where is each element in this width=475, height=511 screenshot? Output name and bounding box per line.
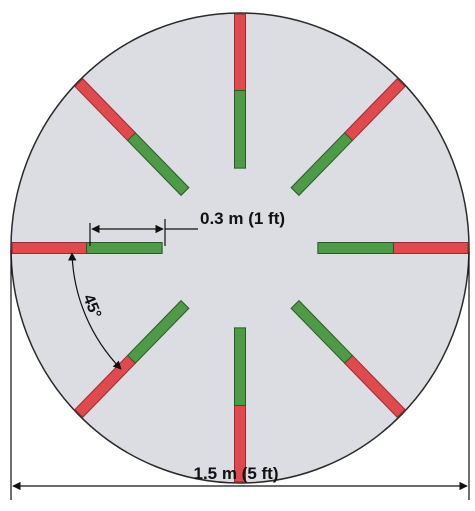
diameter-label: 1.5 m (5 ft) — [193, 464, 278, 483]
bar-length-dimension: 0.3 m (1 ft) — [89, 209, 285, 246]
bar-top-green-segment — [234, 90, 246, 169]
bar-bottom — [234, 327, 246, 483]
bar-top-right — [290, 78, 406, 197]
bar-bottom-right — [290, 299, 406, 418]
bar-left-green-segment — [86, 242, 163, 254]
bar-left-red-segment — [11, 242, 88, 254]
bar-right — [317, 242, 469, 254]
bar-top-red-segment — [234, 13, 246, 92]
bar-top-left — [74, 78, 190, 197]
bar-bottom-left-green-segment — [126, 299, 190, 364]
bar-bottom-right-green-segment — [290, 299, 354, 364]
bar-length-label: 0.3 m (1 ft) — [200, 209, 285, 228]
bar-right-green-segment — [317, 242, 394, 254]
bars-group — [11, 13, 469, 483]
angle-arc — [68, 252, 122, 370]
bar-top-left-green-segment — [126, 132, 190, 197]
diameter-dimension: 1.5 m (5 ft) — [10, 250, 470, 500]
bar-left — [11, 242, 163, 254]
bar-right-red-segment — [392, 242, 469, 254]
bar-top-right-green-segment — [290, 132, 354, 197]
bar-bottom-left — [74, 299, 190, 418]
bar-bottom-green-segment — [234, 327, 246, 406]
bar-top — [234, 13, 246, 169]
